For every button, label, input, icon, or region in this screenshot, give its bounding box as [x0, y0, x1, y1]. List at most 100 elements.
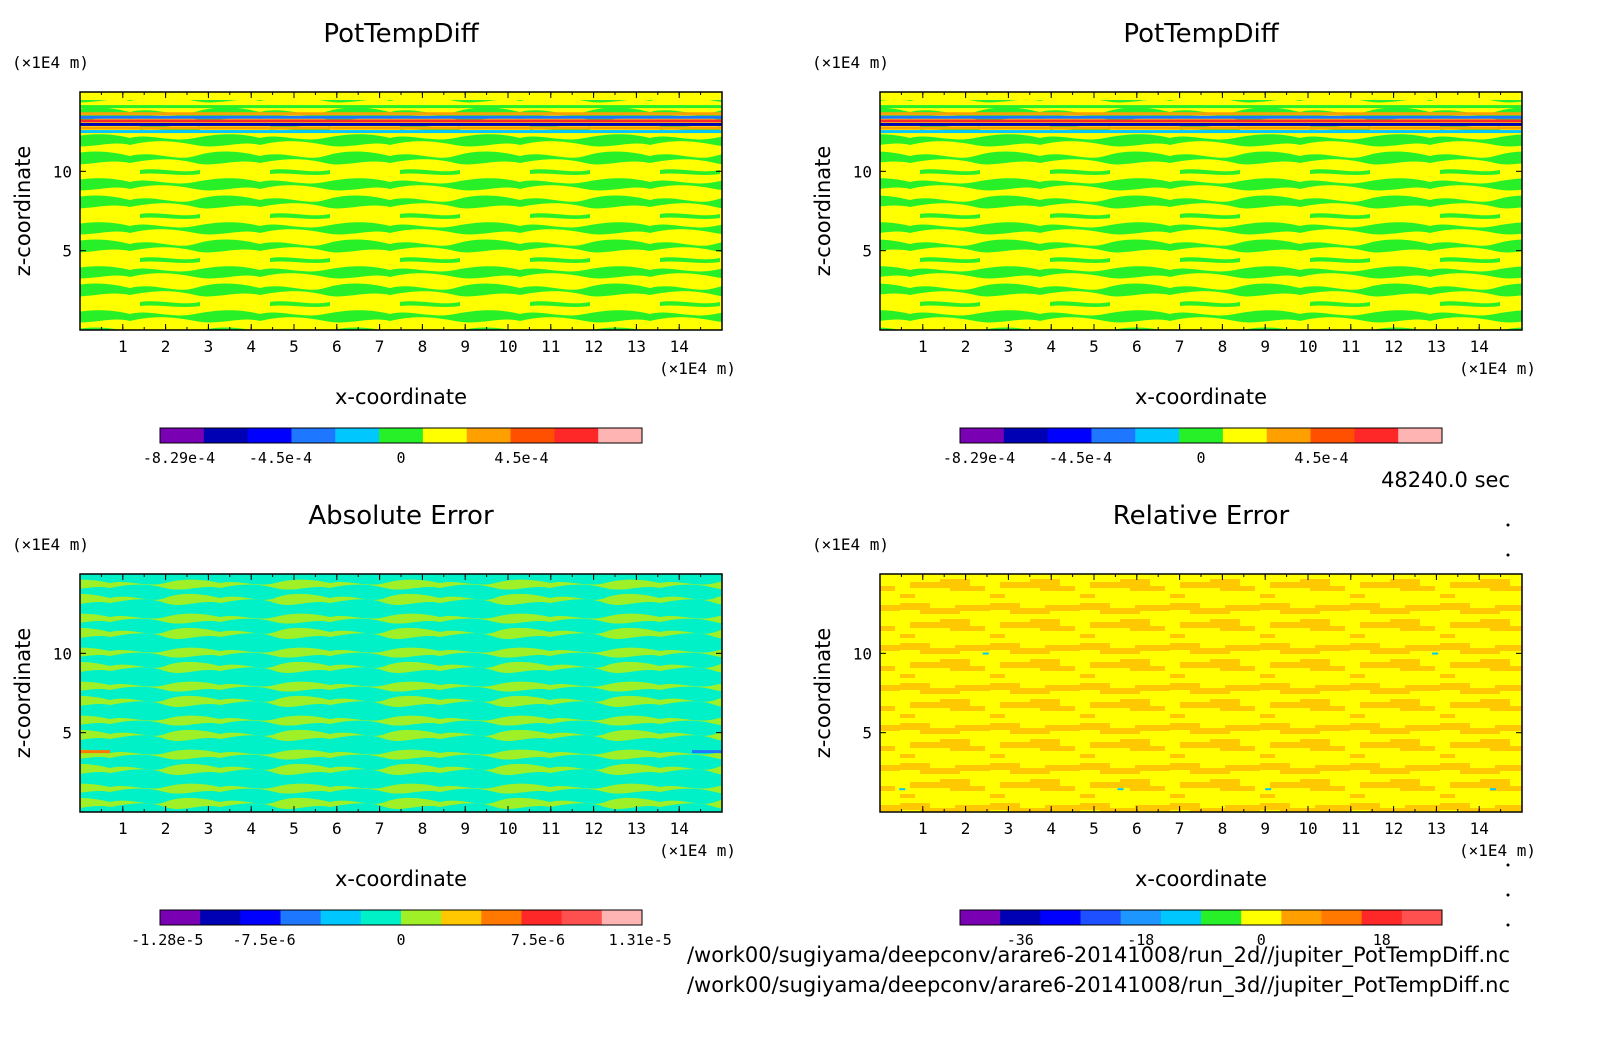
x-tick-label: 1: [118, 819, 128, 838]
chart-panel-3: Absolute Error(×1E4 m)1 2 3 4 5 6 7 8 9 10 11 12 13 1…: [11, 501, 736, 949]
colorbar-swatch: [1135, 428, 1180, 443]
colorbar-tick-label: 7.5e-6: [511, 931, 565, 949]
colorbar-swatch: [1091, 428, 1136, 443]
colorbar-tick-label: -7.5e-6: [232, 931, 295, 949]
x-tick-label: 1: [918, 819, 928, 838]
colorbar-tick-label: 18: [1373, 931, 1391, 949]
x-tick-label: 1: [118, 337, 128, 356]
x-tick-label: 6: [332, 337, 342, 356]
colorbar-swatch: [280, 910, 322, 925]
colorbar-swatch: [320, 910, 362, 925]
x-tick-label: 9: [1260, 337, 1270, 356]
x-tick-label: 9: [460, 819, 470, 838]
x-tick-label: 11: [1341, 819, 1360, 838]
colorbar-swatch: [1266, 428, 1312, 443]
x-unit-label: (×1E4 m): [1459, 359, 1536, 378]
colorbar-tick-label: 0: [396, 449, 405, 467]
colorbar-swatch: [466, 428, 512, 443]
file-path-run-3d: /work00/sugiyama/deepconv/arare6-2014100…: [687, 973, 1510, 998]
x-tick-label: 13: [627, 819, 646, 838]
y-unit-label: (×1E4 m): [812, 53, 889, 72]
colorbar-swatch: [1201, 910, 1242, 925]
colorbar-swatch: [1321, 910, 1363, 925]
chart-panel-2: PotTempDiff(×1E4 m)1 2 3 4 5 6 7 8 9 10 11 12 13 1451…: [811, 19, 1536, 467]
colorbar-swatch: [1281, 910, 1322, 925]
chart-title: Absolute Error: [308, 501, 494, 531]
colorbar-swatch: [160, 910, 201, 925]
colorbar-swatch: [247, 428, 292, 443]
x-tick-label: 8: [1218, 337, 1228, 356]
colorbar-tick-label: 4.5e-4: [1294, 449, 1348, 467]
x-tick-label: 3: [204, 819, 214, 838]
x-tick-label: 7: [375, 337, 385, 356]
x-tick-label: 11: [541, 337, 560, 356]
x-tick-label: 2: [161, 819, 171, 838]
field-spot: [982, 652, 989, 655]
colorbar-frame: [959, 909, 1443, 926]
x-axis-label: x-coordinate: [335, 867, 467, 891]
field-band: [80, 115, 722, 119]
colorbar-swatch: [1310, 428, 1355, 443]
x-tick-label: 10: [1298, 819, 1317, 838]
x-axis-label: x-coordinate: [335, 385, 467, 409]
colorbar-tick-label: -4.5e-4: [249, 449, 312, 467]
colorbar-tick-label: 4.5e-4: [494, 449, 548, 467]
x-tick-label: 7: [1175, 337, 1185, 356]
colorbar-swatch: [1401, 910, 1443, 925]
field-spot: [899, 788, 906, 791]
colorbar-tick-label: -4.5e-4: [1049, 449, 1112, 467]
chart-panel-1: PotTempDiff(×1E4 m)1 2 3 4 5 6 7 8 9 10 11 12 13 1451…: [11, 19, 736, 467]
x-tick-label: 2: [161, 337, 171, 356]
x-tick-label: 8: [418, 337, 428, 356]
x-tick-label: 5: [1089, 337, 1099, 356]
x-tick-label: 4: [1046, 337, 1056, 356]
colorbar-swatch: [160, 428, 205, 443]
x-tick-label: 11: [1341, 337, 1360, 356]
colorbar-frame: [159, 909, 643, 926]
x-tick-label: 3: [1004, 819, 1014, 838]
field-band: [880, 105, 1522, 109]
y-axis-label: z-coordinate: [11, 628, 35, 759]
colorbar-swatch: [554, 428, 599, 443]
field-band: [80, 112, 722, 116]
x-tick-label: 12: [1384, 819, 1403, 838]
x-tick-label: 14: [670, 337, 689, 356]
x-tick-label: 9: [1260, 819, 1270, 838]
x-tick-label: 9: [460, 337, 470, 356]
chart-panel-4: Relative Error(×1E4 m)1 2 3 4 5 6 7 8 9 10 11 12 13 1…: [811, 501, 1536, 949]
colorbar-swatch: [960, 910, 1001, 925]
x-tick-label: 5: [289, 337, 299, 356]
field-band: [80, 126, 722, 130]
x-tick-label: 13: [1427, 819, 1446, 838]
colorbar-frame: [959, 427, 1443, 444]
colorbar-swatch: [441, 910, 482, 925]
field-band: [880, 126, 1522, 130]
colorbar-swatch: [335, 428, 380, 443]
field-band: [880, 92, 1522, 100]
colorbar-swatch: [1398, 428, 1443, 443]
colorbar-tick-label: 0: [396, 931, 405, 949]
field-band: [80, 105, 722, 109]
colorbar-tick-label: 1.31e-5: [609, 931, 672, 949]
colorbar-tick-label: -18: [1127, 931, 1154, 949]
x-tick-label: 14: [670, 819, 689, 838]
colorbar-swatch: [200, 910, 241, 925]
x-tick-label: 14: [1470, 819, 1489, 838]
colorbar-swatch: [1120, 910, 1162, 925]
x-tick-label: 12: [1384, 337, 1403, 356]
field-band: [80, 750, 110, 754]
y-tick-label: 10: [53, 162, 72, 181]
x-tick-label: 8: [1218, 819, 1228, 838]
x-tick-label: 12: [584, 819, 603, 838]
colorbar-tick-label: 0: [1196, 449, 1205, 467]
margin-dot: [1506, 523, 1510, 527]
x-tick-label: 4: [246, 819, 256, 838]
colorbar-swatch: [240, 910, 281, 925]
x-tick-label: 3: [204, 337, 214, 356]
y-tick-label: 10: [853, 644, 872, 663]
field-band: [80, 92, 722, 100]
x-axis-label: x-coordinate: [1135, 867, 1267, 891]
colorbar-swatch: [598, 428, 643, 443]
margin-dot: [1506, 553, 1510, 557]
